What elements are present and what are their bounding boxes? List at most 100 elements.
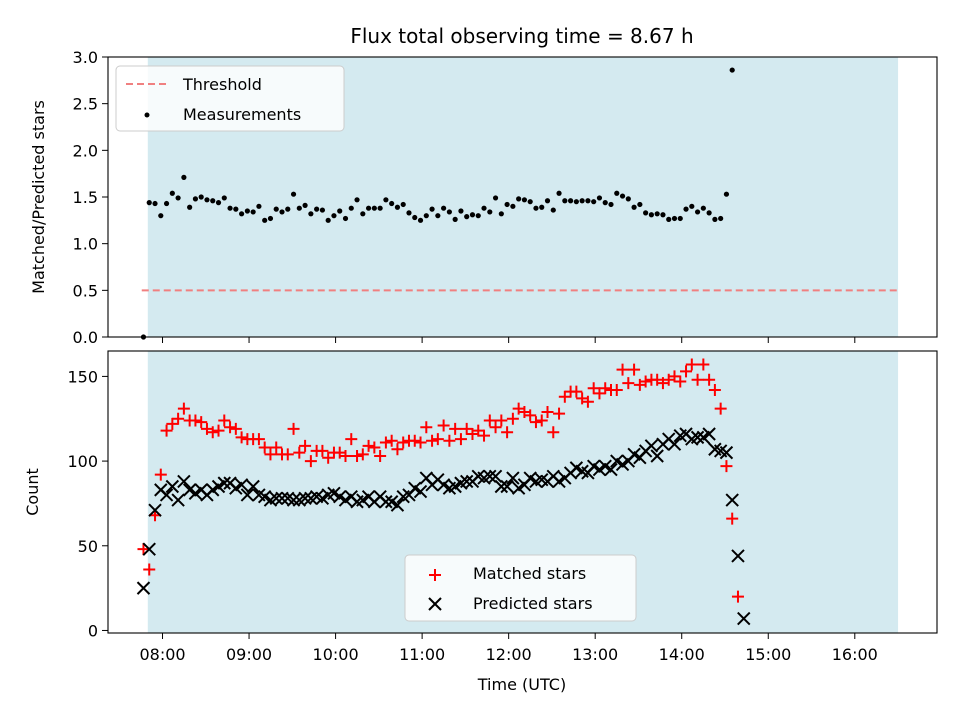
measurement-point: [383, 197, 389, 203]
matched-star-marker: [714, 402, 727, 415]
measurement-point: [591, 199, 597, 205]
measurement-point: [464, 214, 470, 220]
matched-star-marker: [408, 434, 421, 447]
measurement-point: [325, 217, 331, 223]
measurement-point: [585, 198, 591, 204]
measurement-point: [348, 205, 354, 211]
measurement-point: [510, 203, 516, 209]
matched-star-marker: [593, 387, 606, 400]
count-y-tick-label: 50: [78, 537, 98, 556]
predicted-star-marker: [379, 495, 393, 509]
ratio-y-tick-label: 0.5: [73, 281, 98, 300]
predicted-star-marker: [240, 488, 255, 502]
ratio-y-tick-label: 0.0: [73, 328, 98, 347]
matched-star-marker: [703, 373, 716, 386]
matched-star-marker: [599, 382, 612, 395]
measurement-point: [637, 201, 643, 208]
ratio-y-tick-label: 1.0: [73, 235, 98, 254]
predicted-star-marker: [500, 479, 514, 494]
measurement-point: [619, 193, 626, 199]
matched-star-marker: [368, 441, 381, 454]
measurement-point: [163, 200, 170, 207]
predicted-star-marker: [650, 449, 664, 463]
measurement-point: [210, 198, 216, 204]
count-x-tick-label: 08:00: [139, 645, 185, 664]
matched-star-marker: [391, 443, 404, 456]
matched-star-marker: [483, 414, 496, 427]
matched-star-marker: [541, 405, 554, 418]
matched-star-marker: [177, 402, 190, 415]
count-x-tick-label: 16:00: [832, 645, 878, 664]
legend-predicted-label: Predicted stars: [473, 594, 593, 613]
measurement-point: [643, 210, 649, 216]
measurement-point: [227, 205, 233, 211]
matched-star-marker: [270, 441, 283, 454]
predicted-star-marker: [494, 479, 509, 494]
count-x-tick-label: 10:00: [313, 645, 359, 664]
count-x-tick-label: 13:00: [572, 645, 618, 664]
measurement-point: [337, 208, 343, 214]
predicted-star-marker: [488, 469, 503, 484]
measurement-point: [169, 190, 175, 196]
measurement-point: [308, 211, 314, 217]
count-y-tick-label: 0: [88, 621, 98, 640]
measurement-point: [671, 215, 678, 222]
count-y-tick-label: 150: [67, 367, 98, 386]
measurement-point: [579, 198, 585, 204]
matched-star-marker: [397, 436, 410, 449]
predicted-star-marker: [142, 542, 156, 556]
predicted-star-marker: [737, 611, 751, 626]
measurement-point: [239, 211, 245, 217]
matched-star-marker: [224, 421, 237, 434]
matched-star-marker: [570, 385, 583, 398]
ratio-y-tick-label: 2.5: [73, 95, 98, 114]
count-x-label: Time (UTC): [477, 675, 566, 694]
matched-star-marker: [720, 460, 733, 473]
matched-star-marker: [322, 451, 335, 464]
measurement-point: [319, 207, 326, 213]
matched-star-marker: [166, 417, 179, 430]
matched-star-marker: [414, 436, 427, 449]
legend-matched-swatch: [429, 569, 441, 581]
count-x-tick-label: 12:00: [486, 645, 532, 664]
ratio-x-ticks: [162, 337, 856, 343]
measurement-point: [279, 209, 285, 215]
measurement-point: [187, 204, 193, 210]
matched-star-marker: [472, 424, 485, 437]
matched-star-marker: [553, 407, 566, 420]
matched-star-marker: [449, 422, 462, 435]
matched-star-marker: [443, 434, 456, 447]
matched-star-marker: [299, 439, 312, 452]
measurement-point: [481, 205, 487, 211]
matched-star-marker: [339, 450, 352, 463]
matched-star-marker: [668, 370, 681, 383]
measurement-point: [389, 200, 395, 207]
measurement-point: [175, 195, 181, 201]
measurement-point: [273, 206, 279, 212]
matched-star-marker: [154, 468, 167, 481]
matched-star-marker: [316, 444, 329, 457]
matched-star-marker: [547, 426, 560, 439]
measurement-point: [429, 206, 435, 212]
measurement-point: [556, 190, 562, 196]
measurement-point: [608, 201, 614, 208]
measurement-point: [567, 198, 574, 204]
ratio-y-ticks: 0.0 0.5 1.0 1.5 2.0 2.5 3.0: [73, 48, 108, 347]
matched-star-marker: [616, 363, 629, 376]
ratio-panel: 0.0 0.5 1.0 1.5 2.0 2.5 3.0 Matched/Predicted …: [29, 48, 938, 347]
legend-measurement-label: Measurements: [183, 105, 301, 124]
matched-star-marker: [610, 383, 623, 396]
legend-matched-label: Matched stars: [473, 564, 586, 583]
matched-star-marker: [356, 448, 369, 461]
measurement-point: [602, 200, 608, 206]
count-x-ticks: 08:00 09:00 10:00 11:00 12:00 13:00 14:00 15:00…: [139, 633, 878, 664]
measurement-point: [694, 209, 701, 215]
measurement-point: [625, 196, 631, 202]
matched-star-marker: [351, 450, 364, 463]
legend-predicted-swatch: [428, 597, 442, 611]
measurement-point: [256, 203, 262, 209]
measurement-point: [504, 201, 510, 208]
measurement-point: [446, 209, 452, 215]
measurement-point: [267, 215, 274, 222]
ratio-legend: Threshold Measurements: [115, 65, 345, 132]
